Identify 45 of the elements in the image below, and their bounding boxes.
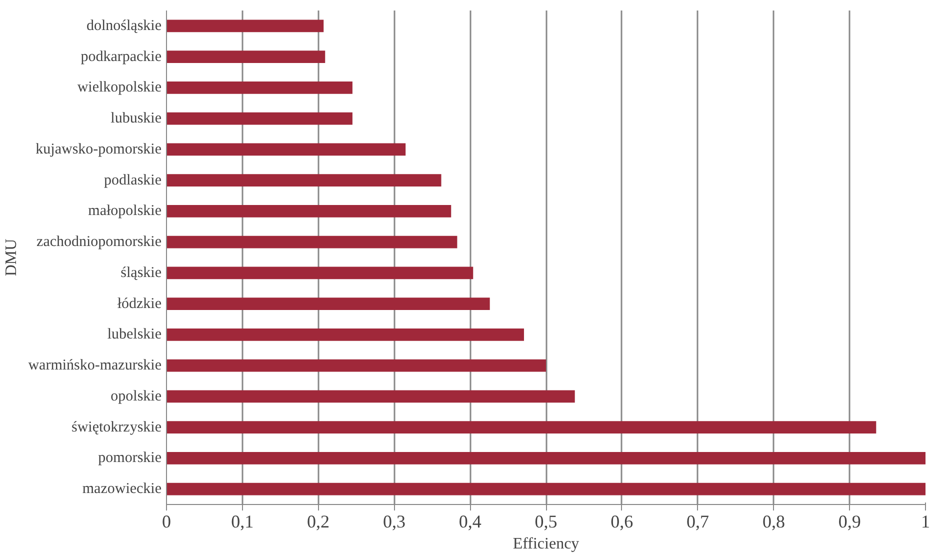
y-tick-label: śląskie <box>120 264 162 281</box>
bar <box>166 359 546 372</box>
y-tick-label: podlaskie <box>104 172 162 188</box>
bar <box>166 482 926 496</box>
bar <box>166 82 352 94</box>
x-tick-label: 1 <box>921 512 930 532</box>
bar <box>166 112 352 125</box>
y-tick-label: małopolskie <box>88 203 162 220</box>
bar <box>166 174 442 186</box>
bar <box>166 205 452 218</box>
bar <box>166 266 474 280</box>
y-tick-label: warmińsko-mazurskie <box>28 358 162 374</box>
x-tick-label: 0,9 <box>838 512 861 532</box>
bar <box>166 328 524 341</box>
x-tick-label: 0,5 <box>534 512 558 532</box>
bar <box>166 20 324 32</box>
y-tick-label: lubelskie <box>107 326 162 343</box>
x-tick-label: 0,3 <box>382 512 406 532</box>
x-tick-label: 0,6 <box>610 512 634 532</box>
bar <box>166 50 326 63</box>
x-tick-label: 0,1 <box>231 512 254 532</box>
bar <box>166 390 575 403</box>
y-tick-label: lubuskie <box>110 110 162 127</box>
x-tick-label: 0 <box>162 512 171 532</box>
y-tick-label: pomorskie <box>98 450 162 466</box>
y-tick-label: łódzkie <box>117 296 162 312</box>
y-tick-label: dolnośląskie <box>86 18 162 34</box>
y-tick-label: wielkopolskie <box>77 80 162 96</box>
bar <box>166 421 876 434</box>
bar <box>166 452 926 464</box>
y-tick-label: świętokrzyskie <box>72 419 162 436</box>
x-tick-label: 0,2 <box>307 512 330 532</box>
y-tick-label: mazowieckie <box>82 481 162 498</box>
x-tick-label: 0,8 <box>762 512 785 532</box>
x-axis-title: Efficiency <box>512 536 580 552</box>
x-tick-label: 0,7 <box>686 512 710 532</box>
bar <box>166 143 406 156</box>
y-tick-label: podkarpackie <box>80 48 162 65</box>
y-axis-title: DMU <box>3 238 20 276</box>
bar <box>166 298 490 310</box>
bar <box>166 236 458 248</box>
x-tick-label: 0,4 <box>458 512 482 532</box>
y-tick-label: kujawsko-pomorskie <box>36 141 162 158</box>
y-tick-label: zachodniopomorskie <box>36 234 162 250</box>
y-tick-label: opolskie <box>110 388 162 404</box>
